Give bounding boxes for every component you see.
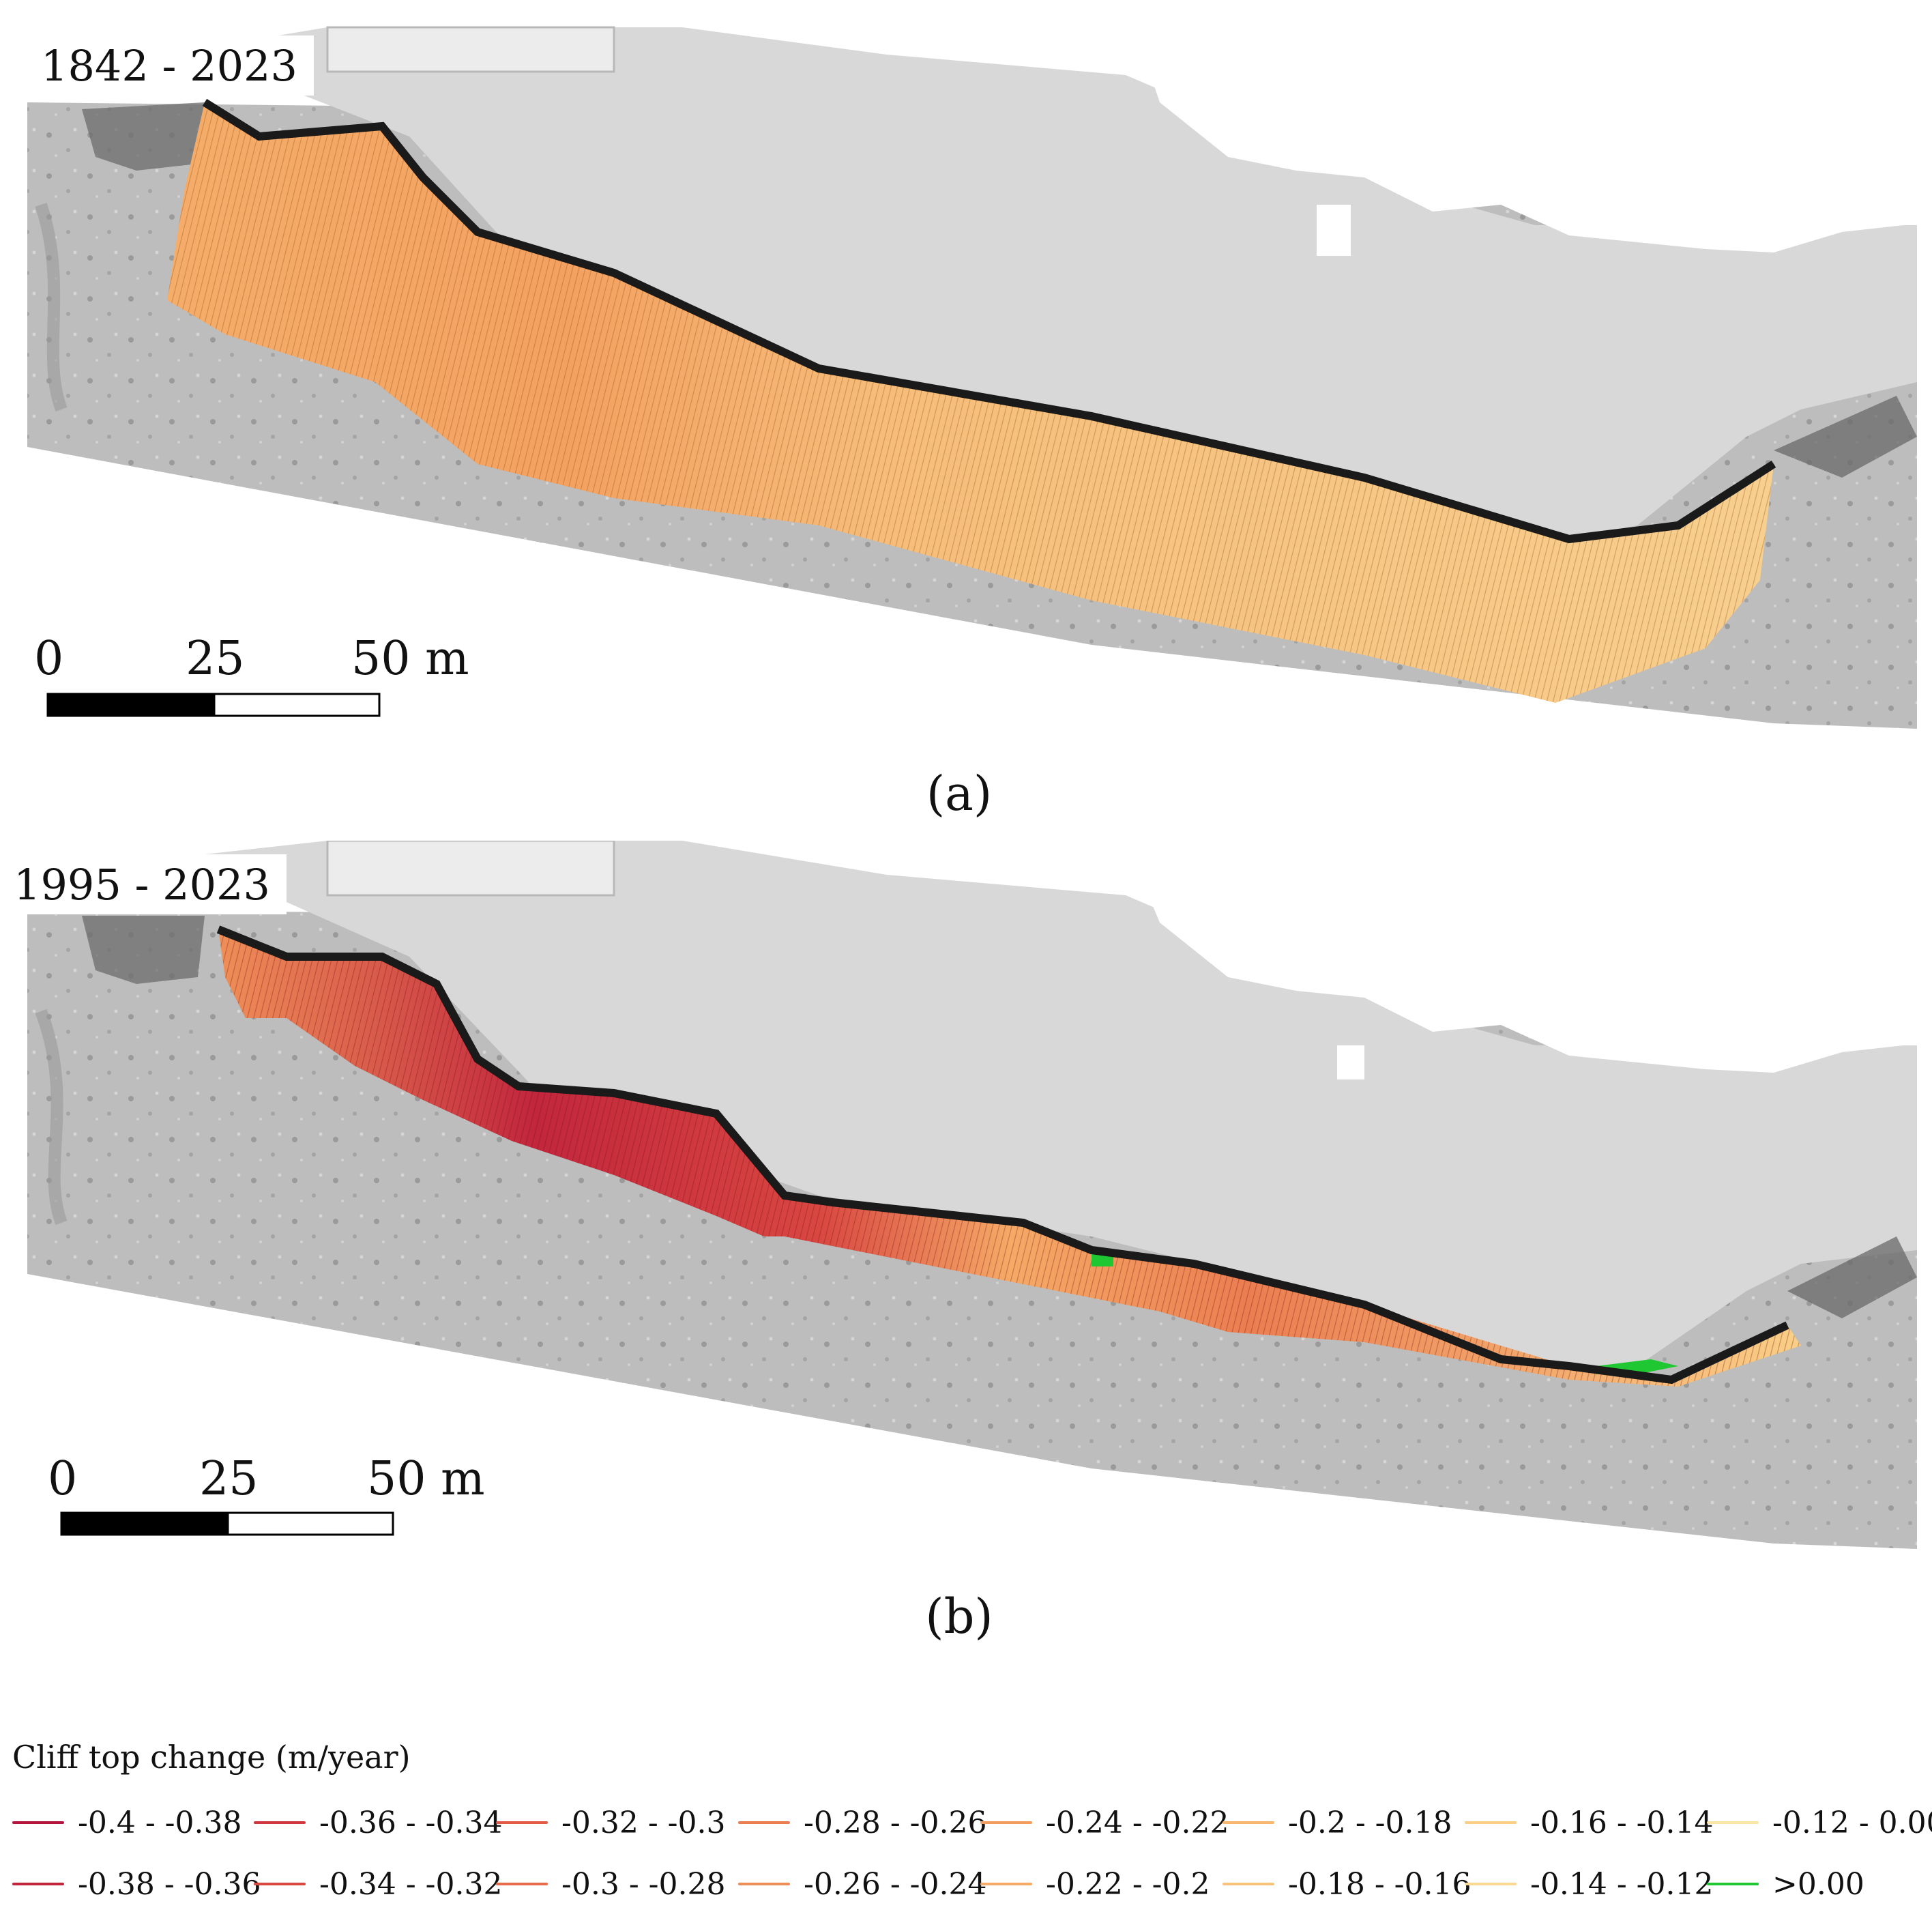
legend-swatch — [12, 1821, 64, 1824]
rocks-right-a — [1774, 396, 1917, 478]
legend-label: -0.26 - -0.24 — [804, 1866, 987, 1902]
legend-label: -0.28 - -0.26 — [804, 1805, 987, 1840]
legend-label: -0.18 - -0.16 — [1288, 1866, 1472, 1902]
map-panel-a: 1842 - 2023 0 25 50 m — [0, 0, 1932, 744]
legend-item: -0.32 - -0.3 — [496, 1806, 726, 1840]
scale-bar-a — [46, 693, 381, 717]
legend-item: -0.2 - -0.18 — [1223, 1806, 1452, 1840]
legend-label: -0.38 - -0.36 — [78, 1866, 261, 1902]
scale-label-0: 0 — [34, 632, 64, 686]
legend-swatch — [1223, 1821, 1274, 1824]
cliff-top-line-b — [216, 925, 1789, 1385]
legend-label: -0.14 - -0.12 — [1530, 1866, 1714, 1902]
legend-swatch — [496, 1821, 548, 1824]
legend-label: -0.3 - -0.28 — [561, 1866, 726, 1902]
period-label: 1842 - 2023 — [27, 35, 314, 96]
scale-label-0: 0 — [48, 1452, 78, 1506]
legend-swatch — [254, 1821, 306, 1824]
legend-swatch — [496, 1883, 548, 1885]
legend-swatch — [1223, 1883, 1274, 1885]
legend-label: -0.4 - -0.38 — [78, 1805, 242, 1840]
legend-swatch — [1465, 1883, 1517, 1885]
legend-item: -0.24 - -0.22 — [980, 1806, 1229, 1840]
legend-item: -0.22 - -0.2 — [980, 1866, 1210, 1902]
scale-label-25: 25 — [199, 1452, 259, 1506]
rocks-left-a — [82, 102, 205, 171]
legend-label: -0.32 - -0.3 — [561, 1805, 726, 1840]
map-panel-b: 1995 - 2023 0 25 50 m — [0, 841, 1932, 1564]
legend-item: -0.36 - -0.34 — [254, 1806, 503, 1840]
plateau-upper-a — [205, 27, 1917, 539]
legend-label: -0.34 - -0.32 — [319, 1866, 503, 1902]
legend-label: >0.00 — [1772, 1866, 1864, 1902]
legend-item: -0.34 - -0.32 — [254, 1866, 503, 1902]
road-a — [326, 26, 615, 73]
rocks-left-b — [82, 916, 205, 984]
legend-swatch — [1707, 1883, 1759, 1885]
legend-item: -0.14 - -0.12 — [1465, 1866, 1714, 1902]
legend-label: -0.22 - -0.2 — [1046, 1866, 1210, 1902]
road-b — [326, 841, 615, 897]
legend-item: -0.28 - -0.26 — [738, 1806, 987, 1840]
legend-item: -0.4 - -0.38 — [12, 1806, 242, 1840]
legend-item: -0.12 - 0.00 — [1707, 1806, 1932, 1840]
legend-swatch — [738, 1883, 790, 1885]
legend-swatch — [980, 1883, 1032, 1885]
legend-item: -0.16 - -0.14 — [1465, 1806, 1714, 1840]
legend-swatch — [1465, 1821, 1517, 1824]
legend-label: -0.16 - -0.14 — [1530, 1805, 1714, 1840]
scale-label-50m: 50 m — [367, 1452, 485, 1506]
rocks-right-b — [1787, 1236, 1917, 1318]
scale-bar-b — [60, 1511, 394, 1536]
hillshade-map-a — [27, 0, 1932, 729]
legend-swatch — [980, 1821, 1032, 1824]
legend-item: -0.3 - -0.28 — [496, 1866, 726, 1902]
hillshade-map-b — [27, 841, 1932, 1549]
legend-swatch — [12, 1883, 64, 1885]
scale-label-50m: 50 m — [351, 632, 469, 686]
legend-label: -0.36 - -0.34 — [319, 1805, 503, 1840]
legend-item: -0.26 - -0.24 — [738, 1866, 987, 1902]
period-label: 1995 - 2023 — [0, 854, 287, 914]
scale-label-25: 25 — [186, 632, 245, 686]
legend-label: -0.12 - 0.00 — [1772, 1805, 1932, 1840]
legend-label: -0.24 - -0.22 — [1046, 1805, 1229, 1840]
legend-swatch — [1707, 1821, 1759, 1824]
plateau-upper-b — [205, 841, 1917, 1373]
legend-title: Cliff top change (m/year) — [12, 1739, 411, 1776]
legend-item: -0.38 - -0.36 — [12, 1866, 261, 1902]
cliff-top-line-a — [202, 98, 1776, 544]
legend-swatch — [738, 1821, 790, 1824]
legend-item: >0.00 — [1707, 1866, 1864, 1902]
legend-item: -0.18 - -0.16 — [1223, 1866, 1472, 1902]
legend-label: -0.2 - -0.18 — [1288, 1805, 1452, 1840]
caption-b: (b) — [925, 1589, 993, 1645]
caption-a: (a) — [926, 766, 993, 822]
legend-swatch — [254, 1883, 306, 1885]
